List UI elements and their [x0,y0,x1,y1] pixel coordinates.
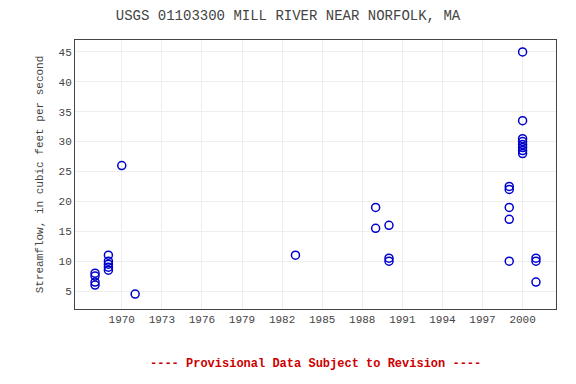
svg-text:5: 5 [65,286,72,298]
svg-text:40: 40 [59,77,72,89]
svg-text:1973: 1973 [149,314,175,326]
svg-text:1988: 1988 [349,314,375,326]
svg-text:USGS 01103300 MILL RIVER NEAR: USGS 01103300 MILL RIVER NEAR NORFOLK, M… [116,8,461,24]
svg-text:15: 15 [59,226,72,238]
svg-text:1970: 1970 [109,314,135,326]
svg-text:20: 20 [59,196,72,208]
svg-text:1976: 1976 [189,314,215,326]
svg-text:1982: 1982 [269,314,295,326]
svg-text:1991: 1991 [389,314,416,326]
svg-text:2000: 2000 [509,314,535,326]
svg-text:30: 30 [59,136,72,148]
svg-text:45: 45 [59,47,72,59]
svg-text:1997: 1997 [469,314,495,326]
svg-text:1979: 1979 [229,314,255,326]
svg-text:---- Provisional Data Subject: ---- Provisional Data Subject to Revisio… [150,357,481,371]
svg-text:25: 25 [59,166,72,178]
svg-text:Streamflow, in cubic feet per: Streamflow, in cubic feet per second [34,56,46,294]
svg-text:10: 10 [59,256,72,268]
svg-text:1985: 1985 [309,314,335,326]
svg-text:1994: 1994 [429,314,456,326]
svg-text:35: 35 [59,107,72,119]
